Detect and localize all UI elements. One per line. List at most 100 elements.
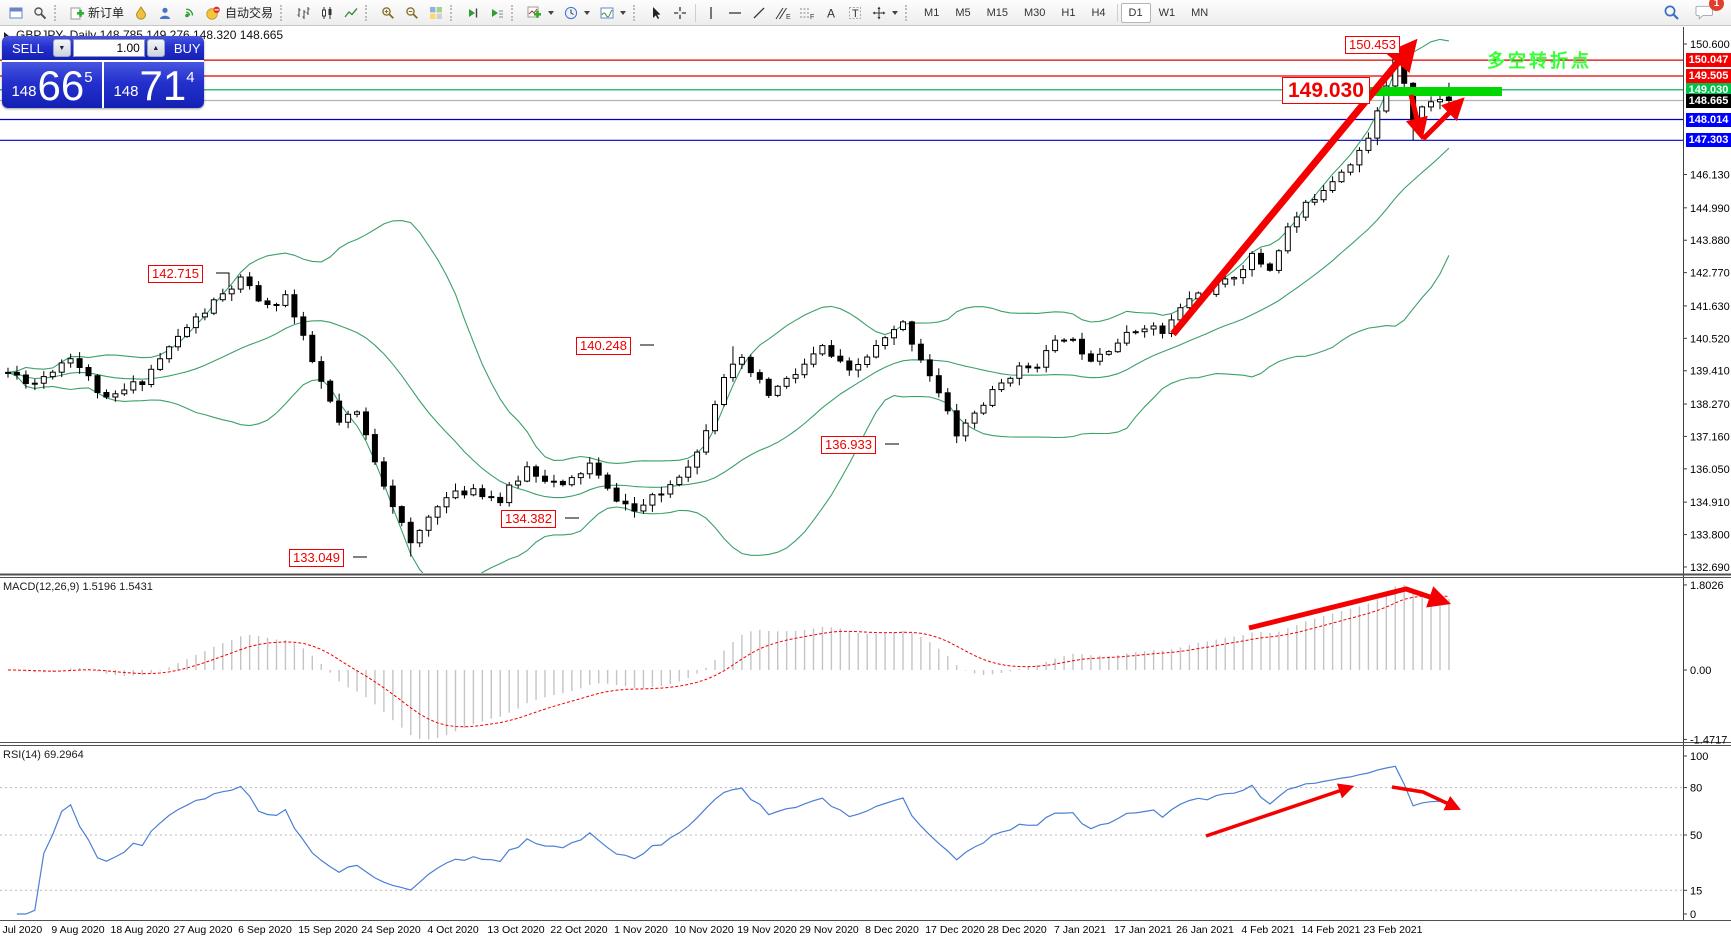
sell-button[interactable]: SELL	[6, 40, 50, 57]
x-axis-label: 7 Jan 2021	[1054, 924, 1106, 936]
trendline-tool-icon[interactable]	[747, 2, 771, 24]
x-axis-label: 15 Sep 2020	[298, 924, 358, 936]
timeframe-m1[interactable]: M1	[924, 6, 940, 19]
support-zone-bar[interactable]	[1363, 87, 1502, 96]
candlestick-chart-style-icon[interactable]	[315, 2, 339, 24]
rsi-axis-label: 50	[1690, 830, 1702, 842]
buy-button[interactable]: BUY	[168, 40, 207, 57]
bounce-up-arrow[interactable]	[1421, 97, 1465, 141]
x-axis-label: 8 Dec 2020	[865, 924, 919, 936]
period-button[interactable]	[559, 2, 595, 24]
sell-price-button[interactable]: 148 66 5	[2, 62, 102, 108]
crosshair-icon[interactable]	[668, 2, 692, 24]
bollinger-upper-band	[7, 38, 1449, 464]
zoom-out-button[interactable]	[400, 2, 424, 24]
timeframe-m30[interactable]: M30	[1024, 6, 1046, 19]
price-annotation-label[interactable]: 149.030	[1282, 77, 1370, 104]
price-annotation-label[interactable]: 142.715	[148, 265, 203, 283]
timeframe-m5[interactable]: M5	[955, 6, 971, 19]
y-axis-tick-label: 146.130	[1690, 170, 1730, 182]
y-axis-tick-label: 133.800	[1690, 530, 1730, 542]
shapes-tool-button[interactable]	[867, 2, 903, 24]
add-indicator-button[interactable]	[522, 2, 559, 24]
template-icon	[600, 7, 614, 18]
horizontal-line-tool-icon[interactable]	[723, 2, 747, 24]
price-annotation-label[interactable]: 140.248	[576, 337, 631, 355]
timeframe-d1[interactable]: D1	[1120, 2, 1151, 23]
timeframe-h4[interactable]: H4	[1091, 6, 1106, 19]
dropdown-caret-icon	[892, 10, 899, 15]
notification-badge: 1	[1709, 0, 1724, 11]
x-axis-label: 29 Nov 2020	[799, 924, 859, 936]
macd-axis-label: 0.00	[1690, 665, 1711, 677]
price-annotation-label[interactable]: 133.049	[289, 549, 344, 567]
toolbar-grip	[511, 4, 518, 21]
y-axis-tick-label: 134.910	[1690, 497, 1730, 509]
y-axis-tick-label: 141.630	[1690, 301, 1730, 313]
toolbar-grip	[450, 4, 457, 21]
toolbar-separator	[1116, 3, 1118, 22]
turning-point-annotation: 多空转折点	[1487, 51, 1592, 71]
search-icon[interactable]	[1659, 2, 1683, 24]
timeframe-mn[interactable]: MN	[1191, 6, 1209, 19]
text-tool-icon[interactable]: A	[819, 2, 843, 24]
chart-styles-bucket-icon[interactable]	[129, 2, 153, 24]
zoom-in-button[interactable]	[376, 2, 400, 24]
volume-input[interactable]: 1.00	[72, 39, 145, 57]
community-profile-icon[interactable]	[153, 2, 177, 24]
dropdown-caret-icon	[584, 10, 591, 15]
rsi-label: RSI(14) 69.2964	[3, 749, 84, 761]
rsi-down-arrow[interactable]	[1391, 785, 1462, 811]
vertical-line-tool-icon[interactable]	[699, 2, 723, 24]
price-axis[interactable]	[1684, 27, 1731, 920]
auto-trading-label: 自动交易	[225, 6, 274, 20]
price-annotation-label[interactable]: 150.453	[1345, 36, 1400, 54]
rsi-axis-label: 80	[1690, 783, 1702, 795]
toolbar-grip	[365, 4, 372, 21]
profile-preview-icon[interactable]	[28, 2, 52, 24]
channel-tool-icon[interactable]: E	[771, 2, 795, 24]
x-axis-label: 17 Jan 2021	[1114, 924, 1172, 936]
new-order-button[interactable]: 新订单	[65, 2, 129, 24]
bar-chart-style-icon[interactable]	[291, 2, 315, 24]
tile-windows-icon[interactable]	[424, 2, 448, 24]
timeframe-m15[interactable]: M15	[986, 6, 1008, 19]
fibonacci-tool-icon[interactable]: F	[795, 2, 819, 24]
macd-up-arrow[interactable]	[1248, 586, 1452, 631]
pullback-down-arrow[interactable]	[1405, 94, 1428, 141]
chat-notifications-button[interactable]: 1	[1693, 0, 1724, 24]
x-axis-label: 22 Oct 2020	[550, 924, 607, 936]
buy-price-base: 148	[113, 83, 139, 100]
auto-trading-icon	[206, 6, 220, 20]
buy-price-pips: 71	[139, 62, 187, 109]
line-chart-style-icon[interactable]	[339, 2, 363, 24]
price-annotation-label[interactable]: 136.933	[821, 436, 876, 454]
open-chart-window-icon[interactable]	[4, 2, 28, 24]
buy-price-button[interactable]: 148 71 4	[104, 62, 204, 108]
text-label-tool-icon[interactable]: T	[843, 2, 867, 24]
rsi-up-arrow[interactable]	[1205, 783, 1355, 838]
price-annotation-label[interactable]: 134.382	[501, 510, 556, 528]
scroll-to-end-icon[interactable]	[461, 2, 485, 24]
auto-trading-button[interactable]: 自动交易	[201, 2, 278, 24]
price-badge: 147.303	[1686, 133, 1731, 147]
template-button[interactable]	[595, 2, 631, 24]
signals-icon[interactable]	[177, 2, 201, 24]
new-order-label: 新订单	[88, 6, 125, 20]
timeframe-w1[interactable]: W1	[1158, 6, 1176, 19]
price-badge: 149.030	[1686, 83, 1731, 97]
one-click-trading-panel: SELL ▼ 1.00 ▲ BUY 148 66 5 148 71 4	[2, 36, 204, 108]
svg-text:T: T	[852, 8, 859, 20]
auto-scroll-icon[interactable]	[485, 2, 509, 24]
rsi-axis-label: 100	[1690, 751, 1708, 763]
volume-increase-button[interactable]: ▲	[146, 39, 165, 57]
volume-decrease-button[interactable]: ▼	[52, 39, 71, 57]
sell-price-point: 5	[84, 69, 93, 86]
timeframe-h1[interactable]: H1	[1061, 6, 1076, 19]
cursor-icon[interactable]	[644, 2, 668, 24]
x-axis-label: 6 Sep 2020	[238, 924, 292, 936]
time-axis[interactable]	[0, 921, 1731, 938]
x-axis-label: 19 Nov 2020	[737, 924, 797, 936]
y-axis-tick-label: 143.880	[1690, 235, 1730, 247]
